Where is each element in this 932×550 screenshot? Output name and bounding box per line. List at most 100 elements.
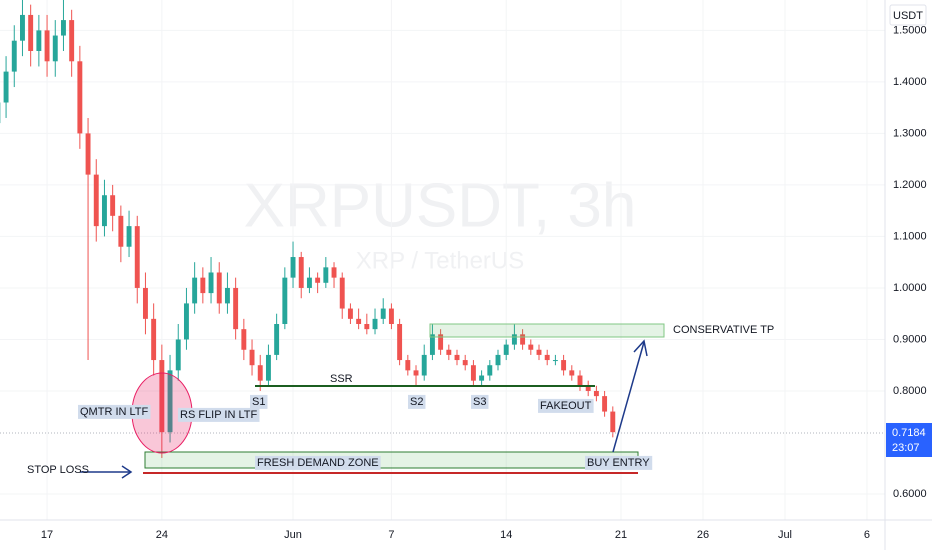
candle-body <box>487 365 493 376</box>
candle-body <box>192 277 198 304</box>
candle-body <box>216 272 222 304</box>
candle-body <box>470 365 476 381</box>
candle-body <box>241 329 247 350</box>
candle-body <box>290 257 296 278</box>
candle-body <box>372 318 378 330</box>
candle-body <box>85 133 91 175</box>
label-bg <box>538 398 594 413</box>
annotation-label: S3 <box>473 396 486 408</box>
watermark: XRPUSDT, 3h <box>244 171 637 240</box>
candle-body <box>315 277 321 283</box>
candle-body <box>61 20 66 36</box>
candle-body <box>200 277 206 294</box>
y-tick-label: 0.6000 <box>893 488 927 500</box>
candle-body <box>552 360 558 362</box>
candle-body <box>274 324 280 355</box>
x-tick-label: 24 <box>156 529 168 541</box>
candle-body <box>388 308 394 325</box>
candle-body <box>347 308 353 319</box>
candle-body <box>93 174 99 227</box>
currency-box[interactable] <box>889 4 927 26</box>
candle-body <box>438 334 444 350</box>
x-tick-label: Jul <box>778 529 792 541</box>
label-bg <box>178 407 260 422</box>
candle-body <box>77 61 83 134</box>
y-tick-label: 1.2000 <box>893 179 927 191</box>
candle-body <box>208 272 214 294</box>
candle-body <box>593 390 599 397</box>
candle-body <box>118 215 124 247</box>
candle-body <box>364 324 370 330</box>
countdown: 23:07 <box>892 442 920 454</box>
annotation-label: FAKEOUT <box>540 400 592 412</box>
candle-body <box>224 287 230 304</box>
candle-body <box>479 375 485 381</box>
plot <box>0 0 885 520</box>
candle-body <box>175 339 181 371</box>
x-tick-label: 14 <box>500 529 512 541</box>
candle-body <box>495 354 501 366</box>
y-tick-label: 1.0000 <box>893 282 927 294</box>
candle-body <box>405 360 411 371</box>
candle-body <box>577 375 583 386</box>
label-bg <box>250 394 268 409</box>
tp-zone <box>429 323 665 338</box>
annotation-label: CONSERVATIVE TP <box>673 324 774 336</box>
candle-body <box>69 20 75 62</box>
candle-body <box>323 267 329 283</box>
demand-zone <box>144 451 639 469</box>
annotation-label: STOP LOSS <box>27 464 89 476</box>
candle-body <box>602 396 608 412</box>
candle-body <box>561 360 567 371</box>
candle-body <box>339 277 345 309</box>
candle-body <box>356 318 362 325</box>
candle-body <box>52 35 58 62</box>
candle-body <box>528 344 534 350</box>
annotation-label: S1 <box>252 396 265 408</box>
y-tick-label: 1.1000 <box>893 230 927 242</box>
y-tick-label: 1.3000 <box>893 127 927 139</box>
candle-body <box>462 360 468 366</box>
candle-body <box>11 40 17 72</box>
candle-body <box>397 324 403 361</box>
x-tick-label: 21 <box>615 529 627 541</box>
y-tick-label: 1.5000 <box>893 24 927 36</box>
candle-body <box>159 360 165 433</box>
candle-body <box>233 287 239 330</box>
candle-body <box>101 195 107 227</box>
candle-body <box>265 354 271 381</box>
annotation-label: RS FLIP IN LTF <box>180 409 258 421</box>
candle-body <box>446 349 452 355</box>
candle-body <box>249 349 255 366</box>
candle-body <box>298 257 304 288</box>
candle-body <box>3 71 9 103</box>
candle-body <box>413 370 419 376</box>
arrow-head <box>633 339 648 357</box>
candle-body <box>282 277 288 325</box>
candle-body <box>511 334 517 345</box>
x-tick-label: 17 <box>41 529 53 541</box>
annotations: STOP LOSS FRESH DEMAND ZONE BUY ENTRY QMTR … <box>27 324 774 476</box>
label-bg <box>255 455 381 470</box>
x-tick-label: Jun <box>284 529 302 541</box>
candle-body <box>503 344 509 355</box>
y-tick-label: 0.8000 <box>893 385 927 397</box>
y-tick-label: 1.4000 <box>893 76 927 88</box>
label-bg <box>78 404 151 419</box>
candle-body <box>20 14 25 41</box>
candle-body <box>569 370 575 376</box>
annotation-label: BUY ENTRY <box>587 457 650 469</box>
candle-body <box>520 334 526 345</box>
x-tick-label: 7 <box>388 529 394 541</box>
candle-body <box>429 334 435 355</box>
currency[interactable]: USDT <box>893 10 923 22</box>
x-tick-label: 6 <box>864 529 870 541</box>
candle-body <box>110 195 116 216</box>
annotation-label: QMTR IN LTF <box>80 406 149 418</box>
candle-body <box>421 354 427 376</box>
x-tick-label: 26 <box>697 529 709 541</box>
candle-body <box>183 303 189 340</box>
last-price: 0.7184 <box>892 427 926 439</box>
